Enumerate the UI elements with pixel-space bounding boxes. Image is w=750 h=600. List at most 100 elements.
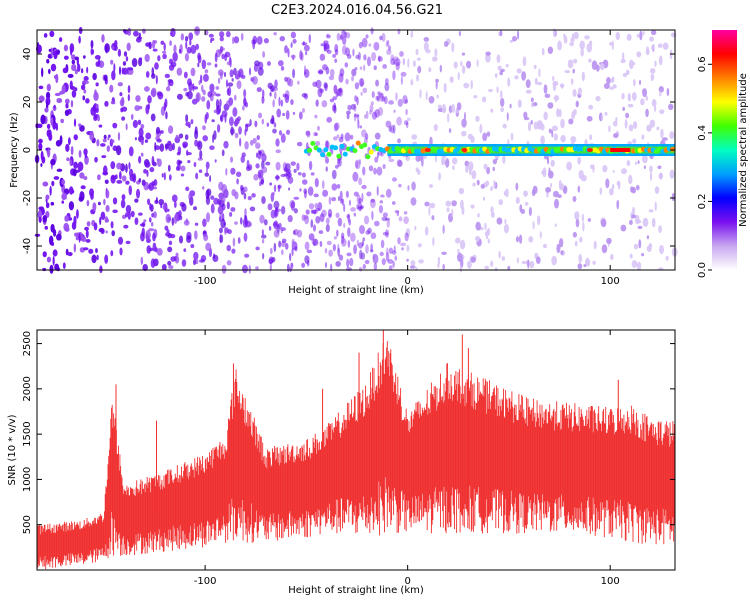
spectrogram-cell xyxy=(103,74,108,82)
signal-point xyxy=(355,140,361,146)
spectrogram-x-ticks: -100 0 100 xyxy=(194,30,620,287)
spectrogram-cell xyxy=(639,30,643,41)
spectrogram-cell xyxy=(345,190,349,198)
spectrogram-cell xyxy=(95,106,99,114)
spectrogram-cell xyxy=(578,253,583,264)
spectrogram-cell xyxy=(101,34,105,43)
spectrogram-cell xyxy=(125,240,131,245)
spectrogram-cell xyxy=(355,160,359,169)
spectrogram-cell xyxy=(346,267,352,272)
spectrogram-cell xyxy=(145,132,152,140)
spectrogram-cell xyxy=(121,106,128,112)
spectrogram-cell xyxy=(564,69,571,74)
spectrogram-cell xyxy=(119,92,123,97)
colorbar-tick-label: 0.6 xyxy=(697,56,708,72)
spectrogram-cell xyxy=(132,119,138,129)
spectrogram-cell xyxy=(199,150,203,159)
spectrogram-cell xyxy=(156,247,163,256)
spectrogram-cell xyxy=(229,211,233,217)
spectrogram-cell xyxy=(373,220,380,227)
spectrogram-cell xyxy=(254,120,258,128)
spectrogram-cell xyxy=(456,252,463,262)
spectrogram-cell xyxy=(259,181,262,187)
spectrogram-cell xyxy=(80,185,86,190)
spectrogram-cell xyxy=(93,222,98,231)
spectrogram-cell xyxy=(38,216,42,223)
spectrogram-cell xyxy=(328,196,332,205)
spectrogram-cell xyxy=(514,75,519,80)
spectrogram-cell xyxy=(358,41,363,49)
spectrogram-cell xyxy=(353,103,357,112)
spectrogram-cell xyxy=(657,43,663,48)
spectrogram-cell xyxy=(337,196,341,202)
spectrogram-cell xyxy=(280,227,287,232)
spectrogram-cell xyxy=(249,206,256,212)
spectrogram-cell xyxy=(588,58,592,63)
spectrogram-cell xyxy=(285,110,290,120)
spectrogram-cell xyxy=(201,59,207,70)
spectrogram-cell xyxy=(356,96,359,106)
spectrogram-cell xyxy=(238,68,244,78)
spectrogram-cell xyxy=(46,256,52,263)
spectrogram-cell xyxy=(404,232,409,242)
spectrogram-cell xyxy=(325,140,330,150)
spectrogram-cell xyxy=(473,95,478,99)
y-tick-label: -40 xyxy=(22,238,33,254)
spectrogram-cell xyxy=(442,224,445,234)
spectrogram-cell xyxy=(337,247,341,257)
spectrogram-cell xyxy=(83,247,89,251)
spectrogram-cell xyxy=(257,67,264,76)
spectrogram-cell xyxy=(620,58,626,64)
spectrogram-cell xyxy=(530,97,534,103)
spectrogram-cell xyxy=(588,104,594,110)
spectrogram-cell xyxy=(44,107,49,113)
spectrogram-cell xyxy=(165,232,171,237)
spectrogram-cell xyxy=(496,54,501,63)
spectrogram-cell xyxy=(528,236,534,243)
spectrogram-cell xyxy=(379,92,385,103)
spectrogram-cell xyxy=(61,200,65,204)
spectrogram-cell xyxy=(533,121,539,130)
spectrogram-cell xyxy=(467,133,473,140)
spectrogram-cell xyxy=(359,225,365,235)
spectrogram-cell xyxy=(330,149,334,155)
spectrogram-cell xyxy=(217,77,221,84)
spectrogram-cell xyxy=(50,63,57,72)
spectrogram-cell xyxy=(401,247,404,251)
spectrogram-cell xyxy=(202,125,206,131)
spectrogram-cell xyxy=(265,161,271,166)
spectrogram-cell xyxy=(278,240,282,248)
spectrogram-cell xyxy=(486,166,491,175)
spectrogram-cell xyxy=(370,232,377,240)
spectrogram-cell xyxy=(225,31,231,38)
spectrogram-cell xyxy=(441,157,445,166)
spectrogram-cell xyxy=(308,233,315,241)
peak-point xyxy=(586,148,593,152)
spectrogram-cell xyxy=(205,112,209,120)
spectrogram-cell xyxy=(461,118,467,128)
spectrogram-cell xyxy=(509,39,514,43)
spectrogram-cell xyxy=(324,261,328,269)
spectrogram-cell xyxy=(326,49,332,54)
spectrogram-cell xyxy=(354,82,360,90)
spectrogram-cell xyxy=(660,128,664,139)
spectrogram-cell xyxy=(198,169,203,173)
spectrogram-cell xyxy=(379,200,383,204)
snr-x-ticks: -100 0 100 xyxy=(194,330,620,587)
spectrogram-cell xyxy=(459,239,466,250)
spectrogram-cell xyxy=(384,95,388,105)
spectrogram-cell xyxy=(501,256,506,261)
spectrogram-cell xyxy=(73,243,77,253)
spectrogram-cell xyxy=(418,259,424,264)
spectrogram-cell xyxy=(621,52,625,61)
spectrogram-cell xyxy=(368,165,374,172)
signal-point xyxy=(342,151,348,157)
spectrogram-cell xyxy=(249,139,254,146)
spectrogram-cell xyxy=(354,113,360,118)
spectrogram-cell xyxy=(54,92,61,97)
spectrogram-cell xyxy=(212,134,215,144)
y-tick-label: 1000 xyxy=(22,467,33,492)
spectrogram-cell xyxy=(92,72,97,81)
spectrogram-cell xyxy=(669,131,675,140)
spectrogram-cell xyxy=(138,32,141,39)
